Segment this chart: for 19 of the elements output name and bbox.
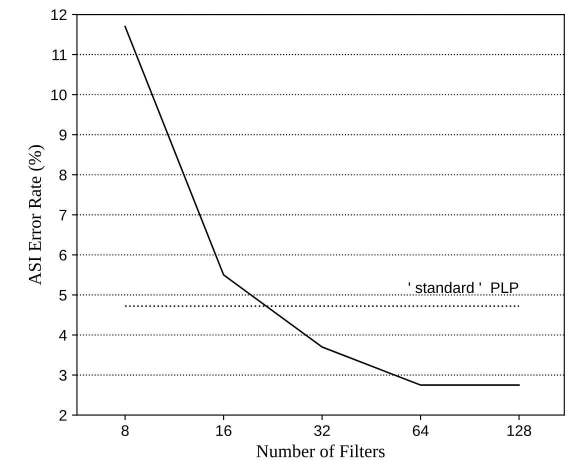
y-tick-label: 4: [59, 330, 67, 341]
y-tick-label: 2: [60, 410, 66, 421]
y-tick-label: 7: [60, 210, 66, 220]
y-tick-label: 10: [51, 89, 67, 100]
y-tick-label: 12: [51, 9, 66, 20]
y-tick-label: 8: [59, 170, 67, 180]
x-tick-label: 32: [314, 425, 330, 436]
x-tick-label: 16: [216, 425, 232, 436]
ref-line-label: ' standard ' PLP: [408, 282, 518, 294]
x-tick-label: 8: [122, 425, 129, 436]
x-tick-label: 128: [507, 425, 532, 436]
y-tick-label: 6: [60, 250, 67, 261]
y-tick-label: 5: [59, 290, 67, 301]
x-tick-label: 64: [412, 425, 429, 436]
x-axis-title: Number of Filters: [256, 444, 385, 458]
y-tick-label: 9: [59, 130, 67, 140]
y-tick-label: 11: [52, 50, 66, 60]
y-tick-label: 3: [59, 370, 67, 381]
y-axis-title: ASI Error Rate (%): [28, 145, 45, 286]
